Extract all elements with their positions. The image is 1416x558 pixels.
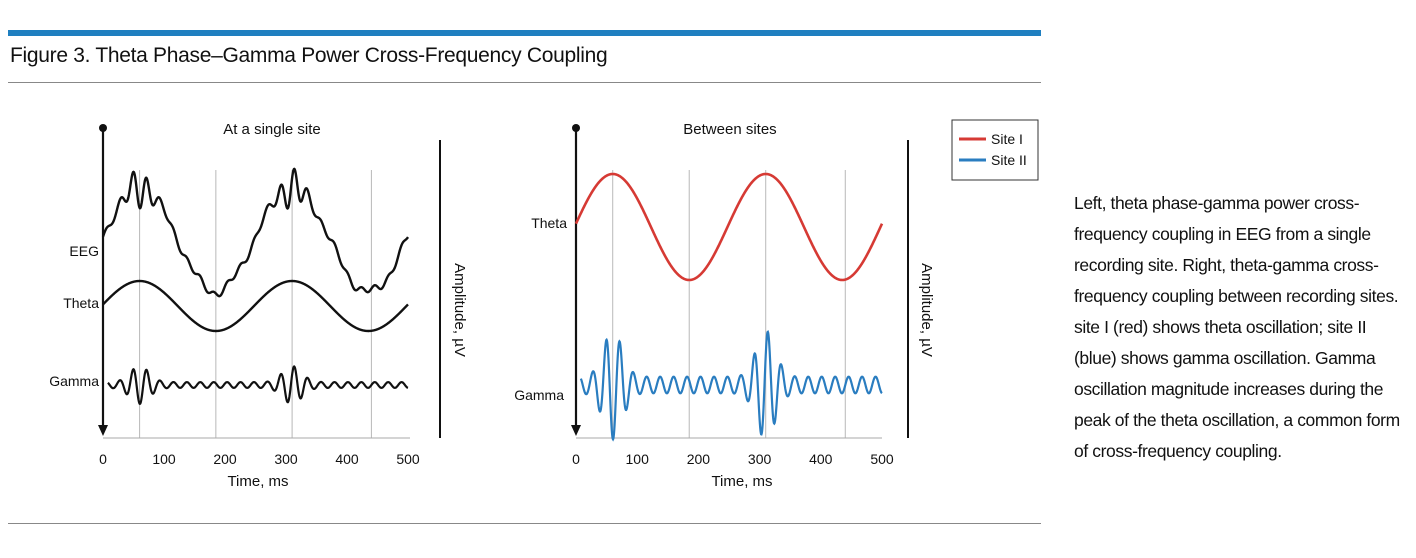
legend-box xyxy=(951,119,1039,181)
left-x-ticks: 0 100 200 300 400 500 xyxy=(99,451,420,467)
left-x-tick-label: 500 xyxy=(396,451,420,467)
left-series-label-eeg: EEG xyxy=(69,243,99,259)
left-y-axis-label: Amplitude, µV xyxy=(451,263,468,357)
left-eeg-line xyxy=(101,167,410,298)
figure-canvas: At a single site 0 100 200 300 400 500 Time, … xyxy=(49,119,1039,490)
legend: Site I Site II xyxy=(951,119,1039,181)
right-y-axis-label: Amplitude, µV xyxy=(918,263,935,357)
legend-label-site2: Site II xyxy=(991,152,1027,168)
left-gridlines xyxy=(139,170,372,438)
right-y-axis-dot xyxy=(572,124,580,132)
right-theta-line xyxy=(574,172,884,282)
left-x-tick-label: 200 xyxy=(213,451,237,467)
left-theta-line xyxy=(102,279,409,333)
left-series-label-theta: Theta xyxy=(63,295,99,311)
left-y-axis-arrowhead xyxy=(98,425,108,436)
left-x-axis-label: Time, ms xyxy=(227,473,288,490)
right-x-tick-label: 400 xyxy=(809,451,833,467)
legend-label-site1: Site I xyxy=(991,131,1023,147)
right-gamma-line xyxy=(579,330,883,442)
right-x-tick-label: 0 xyxy=(572,451,580,467)
right-gridlines xyxy=(612,170,846,438)
right-series-label-theta: Theta xyxy=(531,215,567,231)
right-x-tick-label: 500 xyxy=(870,451,894,467)
right-x-ticks: 0 100 200 300 400 500 xyxy=(572,451,894,467)
right-panel-title: Between sites xyxy=(683,121,776,138)
accent-rule xyxy=(8,30,1041,36)
left-y-axis-dot xyxy=(99,124,107,132)
title-divider xyxy=(8,82,1041,83)
right-x-tick-label: 300 xyxy=(748,451,772,467)
right-x-axis-label: Time, ms xyxy=(711,473,772,490)
figure-caption: Left, theta phase-gamma power cross-freq… xyxy=(1074,193,1400,461)
right-x-tick-label: 100 xyxy=(626,451,650,467)
right-series-label-gamma: Gamma xyxy=(514,387,564,403)
left-x-tick-label: 300 xyxy=(274,451,298,467)
left-x-tick-label: 0 xyxy=(99,451,107,467)
bottom-divider xyxy=(8,523,1041,524)
left-x-tick-label: 400 xyxy=(335,451,359,467)
left-panel-title: At a single site xyxy=(223,121,321,138)
right-panel: Between sites 0 100 200 300 400 500 Time, ms … xyxy=(514,119,1039,490)
left-gamma-line xyxy=(107,365,409,406)
left-series-label-gamma: Gamma xyxy=(49,373,99,389)
figure-title: Figure 3. Theta Phase–Gamma Power Cross-… xyxy=(10,44,608,67)
left-panel: At a single site 0 100 200 300 400 500 Time, … xyxy=(49,121,468,490)
right-y-axis-arrowhead xyxy=(571,425,581,436)
left-x-tick-label: 100 xyxy=(152,451,176,467)
right-x-tick-label: 200 xyxy=(687,451,711,467)
